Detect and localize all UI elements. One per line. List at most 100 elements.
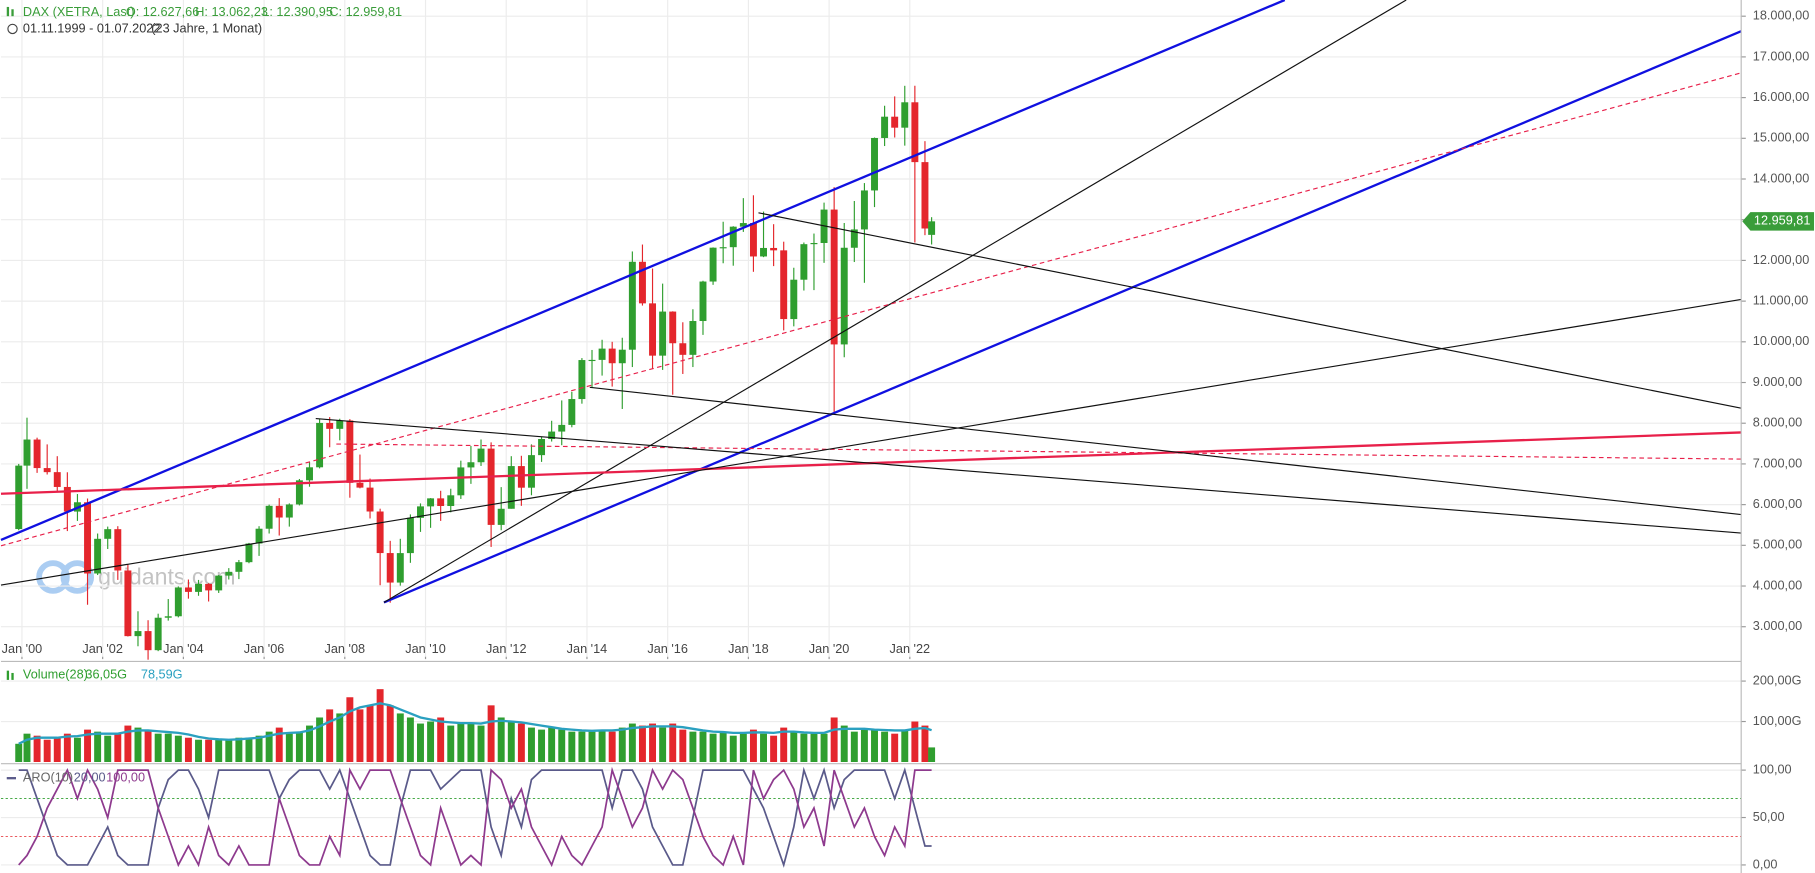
trendline (0, 72, 1742, 547)
volume-bar (235, 737, 243, 762)
volume-bar (255, 735, 263, 762)
candle-body (366, 487, 374, 512)
y-tick-label: 200,00G (1753, 672, 1802, 687)
candle-body (124, 570, 132, 637)
candle-body (628, 261, 636, 350)
icon (6, 777, 16, 780)
y-tick-label: 14.000,00 (1753, 170, 1810, 185)
x-tick-label: Jan '06 (244, 641, 285, 656)
x-tick-label: Jan '12 (486, 641, 527, 656)
candle-body (417, 506, 424, 518)
candle-body (928, 221, 936, 235)
candle-body (901, 102, 909, 128)
icon (7, 23, 18, 35)
volume-bar (638, 725, 646, 762)
candle-body (447, 495, 455, 507)
volume-bar (830, 717, 838, 762)
volume-bar (679, 729, 687, 762)
candle-body (104, 529, 112, 539)
x-tick-label: Jan '16 (647, 641, 688, 656)
candle-body (850, 229, 858, 248)
volume-bar (326, 709, 334, 762)
y-tick-label: 11.000,00 (1753, 292, 1809, 307)
candle-body (598, 348, 606, 360)
candle-body (326, 422, 334, 429)
volume-bar (406, 717, 414, 762)
candle-body (669, 311, 677, 344)
volume-bar (649, 723, 657, 762)
x-tick-label: Jan '14 (567, 641, 608, 656)
volume-bar (73, 737, 81, 762)
candle-body (578, 360, 586, 400)
candle-body (638, 261, 646, 304)
candle-body (497, 508, 505, 525)
x-tick-label: Jan '22 (890, 641, 931, 656)
legend-label: ARO(10) (23, 770, 73, 785)
volume-bar (346, 697, 354, 762)
candle-body (729, 226, 737, 248)
volume-bar (568, 731, 576, 762)
candle-body (295, 480, 303, 505)
candle-body (265, 505, 273, 529)
candle-body (174, 587, 182, 617)
volume-bar (164, 733, 172, 762)
volume-bar (43, 739, 51, 762)
candle-body (749, 223, 757, 257)
candle-body (376, 511, 384, 554)
volume-bar (628, 723, 636, 762)
candle-body (760, 247, 767, 257)
candle-body (871, 137, 878, 191)
candle-body (921, 162, 929, 229)
candle-body (15, 465, 23, 530)
y-tick-label: 12.000,00 (1753, 252, 1810, 267)
volume-bar (548, 727, 556, 762)
volume-bar (245, 737, 253, 762)
candle-body (689, 321, 697, 355)
volume-bar (53, 737, 61, 762)
watermark-logo (60, 560, 95, 594)
candle-body (719, 247, 727, 249)
candle-body (437, 498, 445, 507)
candle-body (699, 281, 707, 322)
volume-bar (467, 723, 475, 762)
watermark-logo (36, 560, 70, 594)
candle-body (23, 439, 31, 466)
x-tick-label: Jan '02 (82, 641, 123, 656)
candle-body (33, 439, 41, 469)
candle-body (739, 223, 747, 227)
volume-bar (669, 723, 677, 762)
volume-bar (174, 735, 182, 762)
candle-body (63, 486, 71, 512)
volume-bar (427, 721, 435, 762)
legend-value: 36,05G (85, 667, 127, 682)
volume-bar (306, 725, 313, 762)
volume-bar (195, 739, 202, 762)
candle-body (144, 631, 152, 651)
candle-body (225, 571, 233, 576)
volume-bar (265, 731, 273, 762)
x-tick-label: Jan '00 (2, 641, 43, 656)
volume-bar (689, 731, 697, 762)
volume-bar (800, 733, 808, 762)
y-tick-label: 100,00G (1753, 713, 1802, 728)
candle-body (114, 529, 122, 571)
volume-bar (578, 731, 586, 762)
candle-body (517, 466, 525, 488)
volume-bar (124, 725, 132, 762)
aroon-line (18, 766, 932, 868)
volume-bar (437, 717, 445, 762)
y-tick-label: 3.000,00 (1753, 618, 1802, 633)
volume-bar (618, 727, 626, 762)
candle-body (618, 349, 626, 364)
volume-bar (770, 735, 778, 762)
ma-line (18, 702, 932, 745)
volume-bar (396, 713, 404, 762)
trendline (383, 30, 1742, 604)
candle-body (770, 247, 778, 251)
candle-body (406, 517, 414, 554)
y-tick-label: 5.000,00 (1753, 537, 1802, 552)
y-tick-label: 17.000,00 (1753, 48, 1810, 63)
volume-bar (860, 729, 868, 762)
volume-bar (114, 733, 122, 762)
